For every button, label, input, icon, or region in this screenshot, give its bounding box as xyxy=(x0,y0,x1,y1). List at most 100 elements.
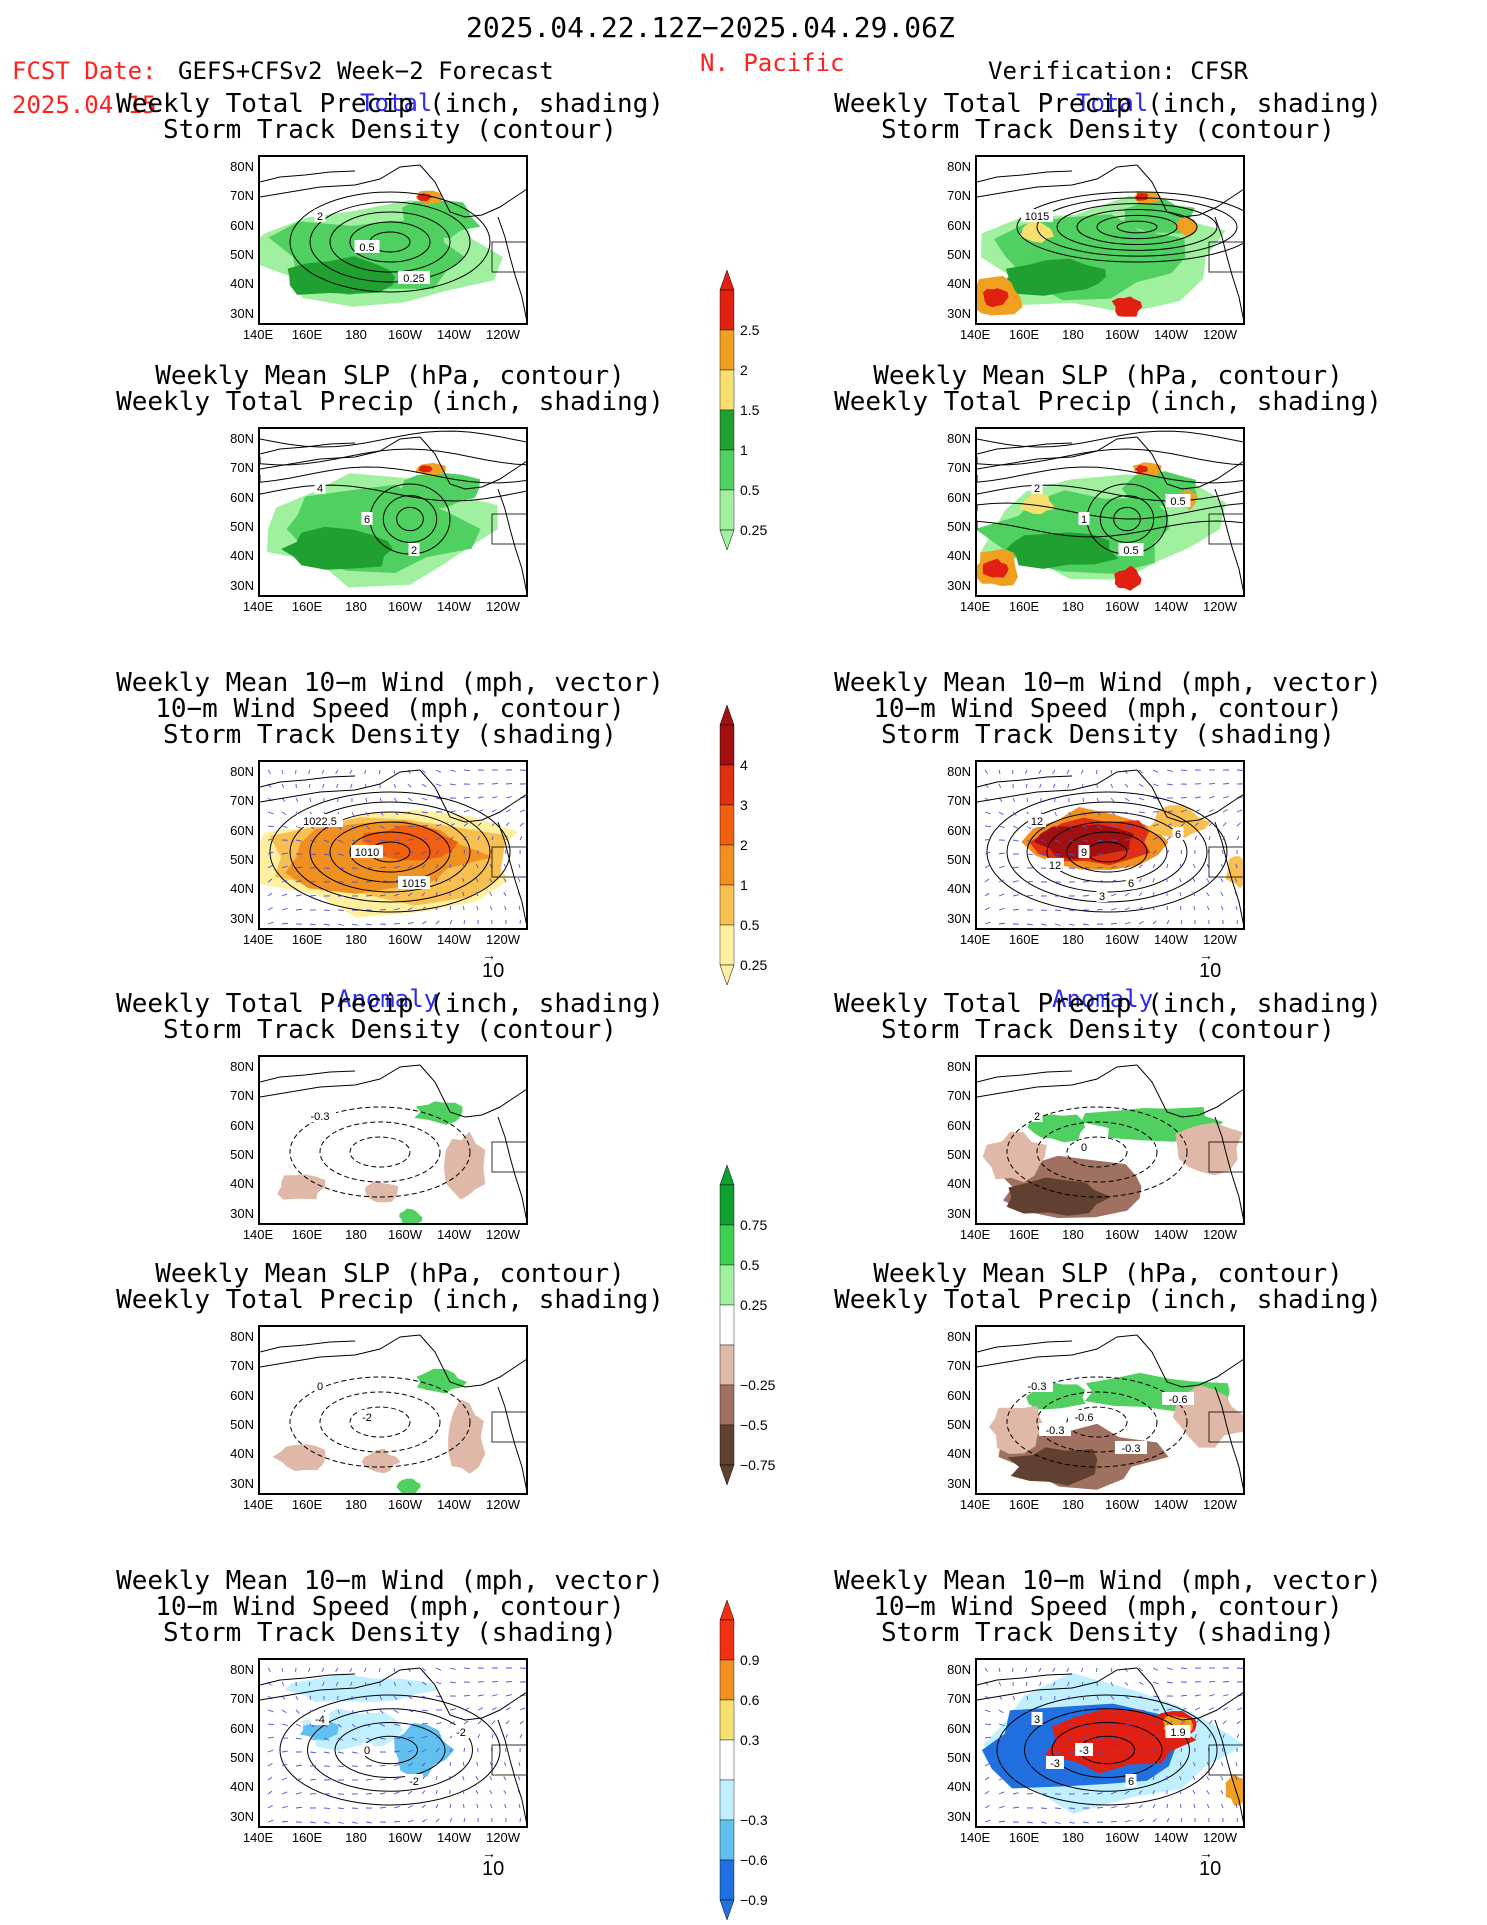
wind-vector xyxy=(421,1790,426,1795)
contour-line xyxy=(1051,1722,1163,1778)
panel-title-line: Weekly Total Precip (inch, shading) xyxy=(834,387,1382,417)
wind-vector xyxy=(1068,811,1072,817)
wind-vector xyxy=(1082,881,1089,883)
wind-vector xyxy=(491,1707,497,1711)
wind-vector xyxy=(435,1775,438,1781)
y-tick-label: 80N xyxy=(947,431,971,446)
wind-vector xyxy=(1180,809,1187,813)
coastline xyxy=(419,164,526,218)
wind-vector xyxy=(505,1681,512,1683)
wind-vector xyxy=(1220,878,1224,883)
wind-vector xyxy=(463,1707,470,1711)
section-anomaly-right: Anomaly xyxy=(1052,985,1154,1013)
wind-vector xyxy=(1052,769,1056,774)
wind-vector xyxy=(407,1763,413,1767)
wind-vector xyxy=(351,1723,356,1728)
wind-vector xyxy=(421,837,428,841)
svg-text:0.5: 0.5 xyxy=(1170,496,1185,508)
contour-line xyxy=(977,484,1243,502)
coastline xyxy=(977,1667,1138,1701)
x-tick-label: 120W xyxy=(1203,327,1237,342)
y-tick-label: 40N xyxy=(230,1176,254,1192)
wind-vector xyxy=(1124,797,1130,802)
shading-area xyxy=(1019,493,1056,515)
wind-vector xyxy=(1124,1681,1129,1686)
wind-vector xyxy=(1194,1720,1199,1725)
wind-vector xyxy=(267,769,271,774)
wind-vector xyxy=(393,1820,400,1823)
coastline xyxy=(977,436,1138,470)
wind-vector xyxy=(489,1790,493,1795)
map-panel-fcst-total-wind: 1022.5 1010 1015 xyxy=(258,760,528,930)
wind-vector xyxy=(1054,1751,1061,1754)
svg-text:2: 2 xyxy=(1034,483,1040,495)
panel-title-line: Storm Track Density (shading) xyxy=(881,1618,1335,1648)
shading-area xyxy=(272,1444,326,1471)
contour-line xyxy=(1096,214,1178,240)
wind-vector xyxy=(1166,920,1170,925)
wind-vector xyxy=(393,825,400,829)
colorbar-swatch xyxy=(719,804,735,846)
wind-vector xyxy=(393,1777,400,1781)
wind-vector xyxy=(1082,811,1086,816)
wind-vector xyxy=(337,1737,344,1741)
wind-vector xyxy=(1138,1681,1144,1686)
coastline xyxy=(260,442,356,455)
x-tick-label: 120W xyxy=(1203,599,1237,614)
colorbar-label: 0.25 xyxy=(740,957,768,973)
wind-vector xyxy=(505,822,510,827)
wind-vector xyxy=(503,1776,507,1781)
contour-line xyxy=(260,430,526,448)
state-borders xyxy=(1208,1141,1243,1173)
wind-vector xyxy=(393,1763,400,1767)
wind-vector xyxy=(281,1681,285,1687)
coastline xyxy=(1136,1334,1243,1388)
wind-vector xyxy=(322,783,325,789)
wind-vector xyxy=(984,851,991,855)
wind-vector xyxy=(337,1821,344,1824)
coastline xyxy=(260,170,356,183)
contour-label: 4 xyxy=(314,481,326,495)
wind-vector xyxy=(1054,923,1061,926)
wind-vector xyxy=(1192,878,1196,883)
colorbar-swatch xyxy=(719,1859,735,1901)
wind-vector xyxy=(463,849,466,855)
wind-vector xyxy=(281,1709,287,1714)
wind-vector xyxy=(1124,1695,1130,1700)
y-tick-label: 50N xyxy=(230,851,254,867)
wind-vector xyxy=(393,852,400,855)
panel-title-line: Weekly Total Precip (inch, shading) xyxy=(116,989,664,1019)
wind-vector xyxy=(477,835,480,841)
wind-vector xyxy=(1138,1667,1144,1672)
wind-vector xyxy=(1124,811,1131,815)
coastline xyxy=(977,1070,1073,1083)
wind-vector xyxy=(281,1723,288,1726)
wind-vector xyxy=(1096,825,1102,829)
contour-label: 6 xyxy=(1125,1774,1137,1788)
shading-area xyxy=(1007,1447,1098,1486)
wind-vector xyxy=(1124,1790,1130,1795)
wind-vector xyxy=(407,769,411,774)
wind-vector xyxy=(475,1790,479,1795)
contour-label: 1022.5 xyxy=(297,814,343,828)
wind-vector xyxy=(462,1775,465,1781)
fcst-date-value: 2025.04.15 xyxy=(12,91,157,119)
wind-vector xyxy=(476,1803,479,1809)
wind-vector xyxy=(1220,863,1224,869)
svg-text:12: 12 xyxy=(1031,816,1043,828)
wind-vector xyxy=(1138,864,1143,869)
coastline xyxy=(419,1667,526,1721)
wind-vector xyxy=(393,1681,397,1687)
wind-vector xyxy=(1236,836,1240,841)
wind-vector xyxy=(984,838,991,841)
x-tick-label: 140W xyxy=(437,1830,471,1845)
wind-vector xyxy=(984,864,990,869)
x-tick-label: 180 xyxy=(345,932,367,947)
y-tick-label: 40N xyxy=(230,1779,254,1795)
wind-vector xyxy=(267,825,274,827)
section-anomaly-left: Anomaly xyxy=(337,985,439,1013)
wind-vector xyxy=(1222,822,1227,827)
x-tick-label: 160E xyxy=(1008,1830,1040,1845)
wind-vector xyxy=(1152,836,1158,841)
